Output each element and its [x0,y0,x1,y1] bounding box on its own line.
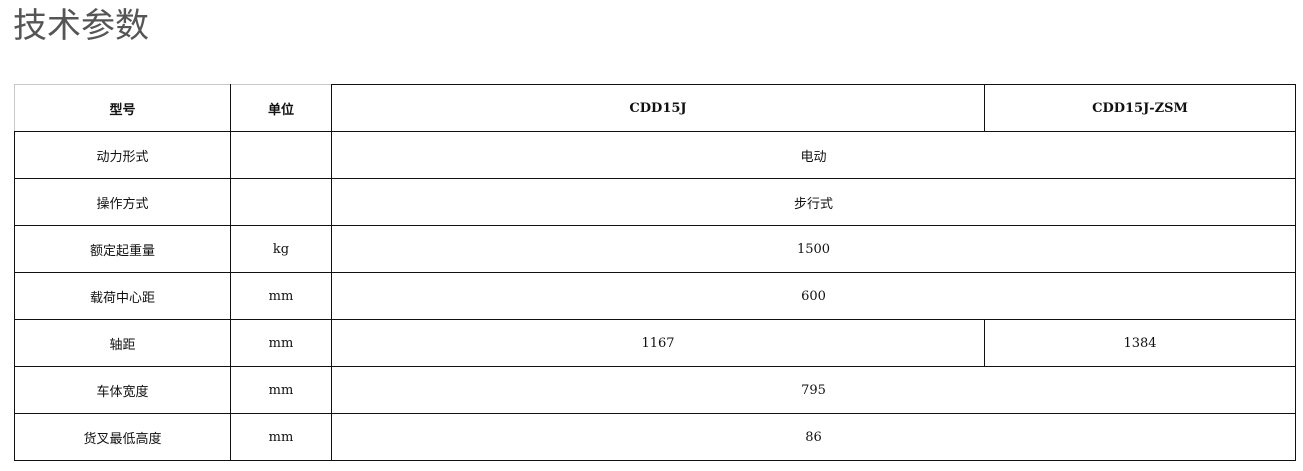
table-row: 载荷中心距 mm 600 [14,272,1296,320]
table-row: 操作方式 步行式 [14,178,1296,226]
param-value: 步行式 [331,178,1296,226]
table-row: 车体宽度 mm 795 [14,366,1296,414]
param-value: 1167 [331,319,985,367]
header-model: 型号 [14,84,231,132]
table-row: 额定起重量 kg 1500 [14,225,1296,273]
param-name: 车体宽度 [14,366,231,414]
param-value: 795 [331,366,1296,414]
spec-table: 型号 单位 CDD15J CDD15J-ZSM 动力形式 电动 操作方式 步行式 额定起… [14,84,1296,461]
param-unit: mm [230,272,332,320]
param-name: 轴距 [14,319,231,367]
param-unit [230,178,332,226]
param-name: 载荷中心距 [14,272,231,320]
table-row: 动力形式 电动 [14,131,1296,179]
page-title: 技术参数 [13,6,149,46]
param-unit: mm [230,319,332,367]
param-name: 操作方式 [14,178,231,226]
param-value: 1384 [984,319,1296,367]
param-unit: mm [230,413,332,461]
header-unit: 单位 [230,84,332,132]
table-row: 轴距 mm 1167 1384 [14,319,1296,367]
param-name: 额定起重量 [14,225,231,273]
param-value: 1500 [331,225,1296,273]
table-header-row: 型号 单位 CDD15J CDD15J-ZSM [14,84,1296,132]
param-value: 86 [331,413,1296,461]
param-name: 货叉最低高度 [14,413,231,461]
param-value: 600 [331,272,1296,320]
param-value: 电动 [331,131,1296,179]
param-unit: kg [230,225,332,273]
header-cdd15j: CDD15J [331,84,985,132]
param-unit [230,131,332,179]
param-unit: mm [230,366,332,414]
header-cdd15j-zsm: CDD15J-ZSM [984,84,1296,132]
table-row: 货叉最低高度 mm 86 [14,413,1296,461]
param-name: 动力形式 [14,131,231,179]
